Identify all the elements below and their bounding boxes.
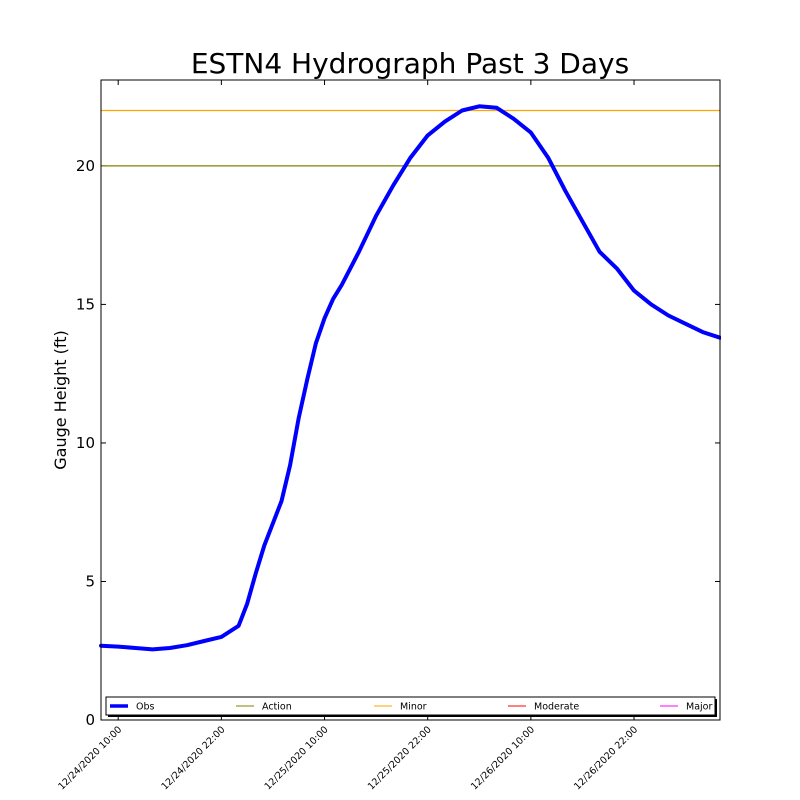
x-tick-label: 12/26/2020 22:00 — [572, 724, 640, 792]
legend-label-major: Major — [686, 702, 712, 713]
legend-label-minor: Minor — [400, 702, 427, 713]
y-tick-label: 15 — [76, 295, 95, 313]
x-tick-label: 12/25/2020 10:00 — [263, 724, 331, 792]
chart-title: ESTN4 Hydrograph Past 3 Days — [191, 47, 629, 80]
legend-box — [105, 696, 716, 716]
series-line-obs — [99, 104, 722, 652]
plot-area: 0 5 10 15 20 12/24/2020 10:00 12/24/2020 22:00… — [56, 76, 800, 792]
x-tick-label: 12/25/2020 22:00 — [366, 724, 434, 792]
legend: Obs Action Minor Moderate Major — [105, 696, 717, 717]
y-tick-label: 20 — [76, 157, 95, 175]
y-tick-label: 0 — [85, 711, 95, 729]
y-tick-label: 5 — [85, 572, 95, 590]
x-tick-label: 12/26/2020 10:00 — [469, 724, 537, 792]
legend-label-action: Action — [262, 702, 292, 713]
legend-label-obs: Obs — [136, 702, 155, 713]
legend-label-moderate: Moderate — [534, 702, 579, 713]
y-axis-label: Gauge Height (ft) — [51, 330, 70, 470]
x-tick-label: 12/24/2020 10:00 — [56, 724, 124, 792]
y-tick-label: 10 — [76, 434, 95, 452]
plot-frame — [100, 79, 721, 721]
x-tick-label: 12/24/2020 22:00 — [159, 724, 227, 792]
plot-clip-cover — [721, 76, 800, 724]
